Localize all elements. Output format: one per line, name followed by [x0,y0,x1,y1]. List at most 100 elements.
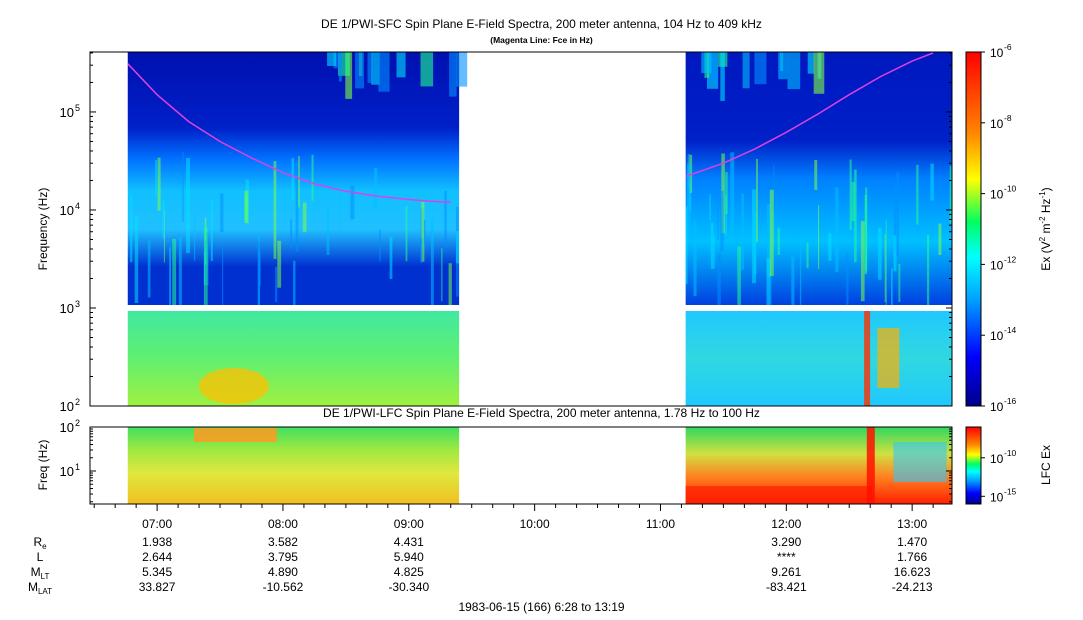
spectrogram-streak [860,221,865,302]
spectrogram-streak [405,206,408,262]
spectrogram-streak [182,152,184,222]
spectrogram-streak [737,246,741,305]
spectrogram-streak [424,220,426,247]
y-tick-exponent: 3 [75,299,80,309]
spectrogram-streak [444,191,447,247]
spectrogram-streak [752,189,756,284]
ephemeris-value: 1.938 [142,535,172,549]
x-tick-label: 10:00 [520,517,550,531]
spectrogram-streak [311,154,314,201]
spectrogram-streak [456,231,459,264]
spectrogram-emission [355,52,364,89]
spectrogram-streak [756,158,758,242]
time-range-footer: 1983-06-15 (166) 6:28 to 13:19 [458,600,625,614]
spectrogram-streak [420,238,423,263]
spectrogram-streak [157,157,161,211]
spectrogram-streak [295,161,299,252]
spectrogram-emission [701,52,712,73]
colorbar-tick-exponent: -15 [1004,486,1017,496]
y-tick-label: 10 [60,105,74,120]
lfc-texture [194,427,947,504]
y-tick-label: 10 [60,301,74,316]
intense-emission-band [864,311,871,406]
ephemeris-value: 33.827 [139,580,176,594]
spectrogram-streak [220,193,224,232]
ephemeris-value: -24.213 [892,580,933,594]
spectrogram-streak [893,235,897,272]
y-tick-exponent: 2 [75,418,80,428]
spectrogram-streak [258,251,261,286]
spectrogram-streak [893,182,897,252]
spectrogram-streak [339,184,341,233]
spectrogram-streak [730,152,735,240]
x-tick-label: 09:00 [394,517,424,531]
spectrogram-streak [290,219,292,249]
spectrogram-emission [378,52,390,92]
spectrogram-emission [807,52,815,74]
spectrogram-streak [298,156,300,208]
spectrogram-streak [374,167,378,210]
ephemeris-value: **** [777,550,796,564]
colorbar-tick-label: 10 [990,400,1004,414]
time-axis: 07:00 08:00 09:00 10:00 11:00 12:00 13:00 [90,503,952,531]
ephemeris-value: 3.290 [771,535,801,549]
fce-line-segment-1 [127,63,451,203]
spectrogram-streak [725,195,727,236]
ephemeris-value: 1.766 [897,550,927,564]
y-tick-exponent: 2 [75,397,80,407]
spectrogram-streak [421,201,425,262]
lfc-emission-patch [685,486,873,504]
spectrogram-streak [441,248,443,302]
spectrogram-emission [371,52,380,85]
sfc-colorbar-label: Ex (V2 m-2 Hz-1) [1038,187,1053,270]
spectrogram-emission [712,52,718,83]
ephemeris-value: 16.623 [894,565,931,579]
spectrogram-streak [938,223,942,255]
spectrogram-streak [709,194,711,221]
spectrogram-streak [162,200,165,239]
spectrogram-emission [787,52,801,90]
spectrogram-streak [885,220,887,305]
spectrogram-emission [813,52,825,94]
spectrogram-emission [327,52,337,66]
spectrogram-streak [878,228,882,280]
ephemeris-value: 4.890 [268,565,298,579]
vlf-data-block-2 [685,310,952,406]
spectrogram-streak [835,187,839,273]
spectrogram-streak [134,216,139,303]
spectrogram-streak [916,164,919,225]
spectrogram-streak [717,253,721,305]
colorbar-tick-exponent: -16 [1004,396,1017,406]
spectrogram-streak [389,236,393,279]
spectrogram-emission [338,52,342,82]
vlf-data-block-1 [127,310,460,406]
x-tick-label: 08:00 [268,517,298,531]
y-tick-label: 10 [60,464,74,479]
chart-title: DE 1/PWI-SFC Spin Plane E-Field Spectra,… [321,17,762,31]
spectrogram-streak [768,250,772,305]
colorbar-tick-label: 10 [990,46,1004,60]
colorbar-tick-label: 10 [990,258,1004,272]
x-tick-label: 07:00 [142,517,172,531]
spectrogram-streak [927,234,930,305]
y-tick-exponent: 1 [75,462,80,472]
fce-line-segment-2 [685,52,934,178]
spectrogram-streak [828,233,832,261]
spectrogram-emission [338,52,350,76]
spectrogram-streak [273,161,277,259]
spectrogram-emission [396,52,406,78]
spectrogram-emission [720,52,725,101]
spectrogram-streak [854,169,857,263]
spectrogram-streak [379,230,381,262]
ephemeris-row-label: L [37,550,44,564]
spectrogram-streak [898,263,901,302]
spectrogram-streak [741,193,744,270]
spectrogram-streak [172,238,177,305]
lfc-y-axis-label: Freq (Hz) [36,440,50,491]
spectrogram-emission [456,52,468,87]
